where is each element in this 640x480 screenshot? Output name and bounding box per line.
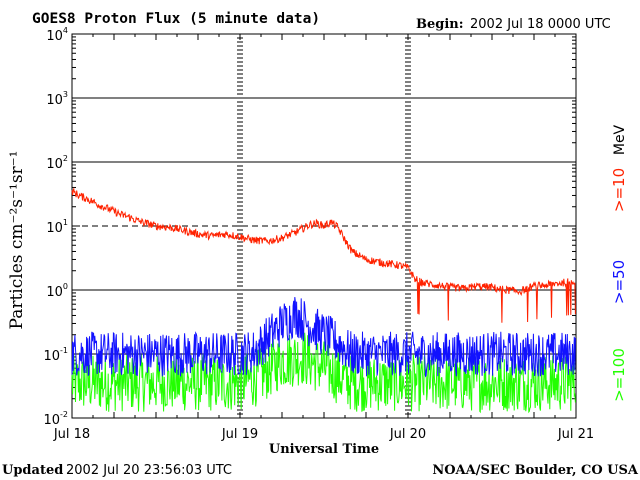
legend-unit: MeV [612, 124, 628, 155]
series-line-ge50 [71, 297, 576, 378]
series-line-ge10 [71, 187, 576, 323]
x-tick-label: Jul 20 [389, 427, 426, 442]
chart-title: GOES8 Proton Flux (5 minute data) [32, 11, 320, 27]
legend-entry: >=100 [610, 348, 628, 402]
begin-label: Begin: [416, 17, 464, 32]
legend: MeV >=10 >=50 >=100 [610, 124, 628, 401]
x-axis-label: Universal Time [269, 442, 379, 457]
x-tick-label: Jul 19 [221, 427, 258, 442]
legend-entry: >=50 [610, 260, 628, 304]
x-axis-ticks: Jul 18 Jul 19 Jul 20 Jul 21 [53, 33, 594, 442]
updated-value: 2002 Jul 20 23:56:03 UTC [66, 463, 232, 478]
series-layer [71, 187, 576, 414]
credit: NOAA/SEC Boulder, CO USA [432, 463, 639, 478]
updated-label: Updated [2, 463, 63, 478]
series-line-ge100 [71, 332, 576, 414]
y-tick-label: 101 [46, 218, 68, 236]
y-axis-label: Particles cm⁻²s⁻¹sr⁻¹ [7, 151, 27, 330]
begin-value: 2002 Jul 18 0000 UTC [470, 17, 611, 32]
y-tick-label: 104 [46, 26, 68, 44]
y-tick-label: 100 [46, 282, 68, 300]
x-tick-label: Jul 21 [557, 427, 594, 442]
legend-entry: >=10 [610, 168, 628, 212]
x-tick-label: Jul 18 [53, 427, 90, 442]
y-tick-label: 10-1 [43, 346, 68, 364]
y-tick-label: 10-2 [43, 410, 68, 428]
y-tick-label: 103 [46, 90, 68, 108]
y-tick-label: 102 [46, 154, 68, 172]
